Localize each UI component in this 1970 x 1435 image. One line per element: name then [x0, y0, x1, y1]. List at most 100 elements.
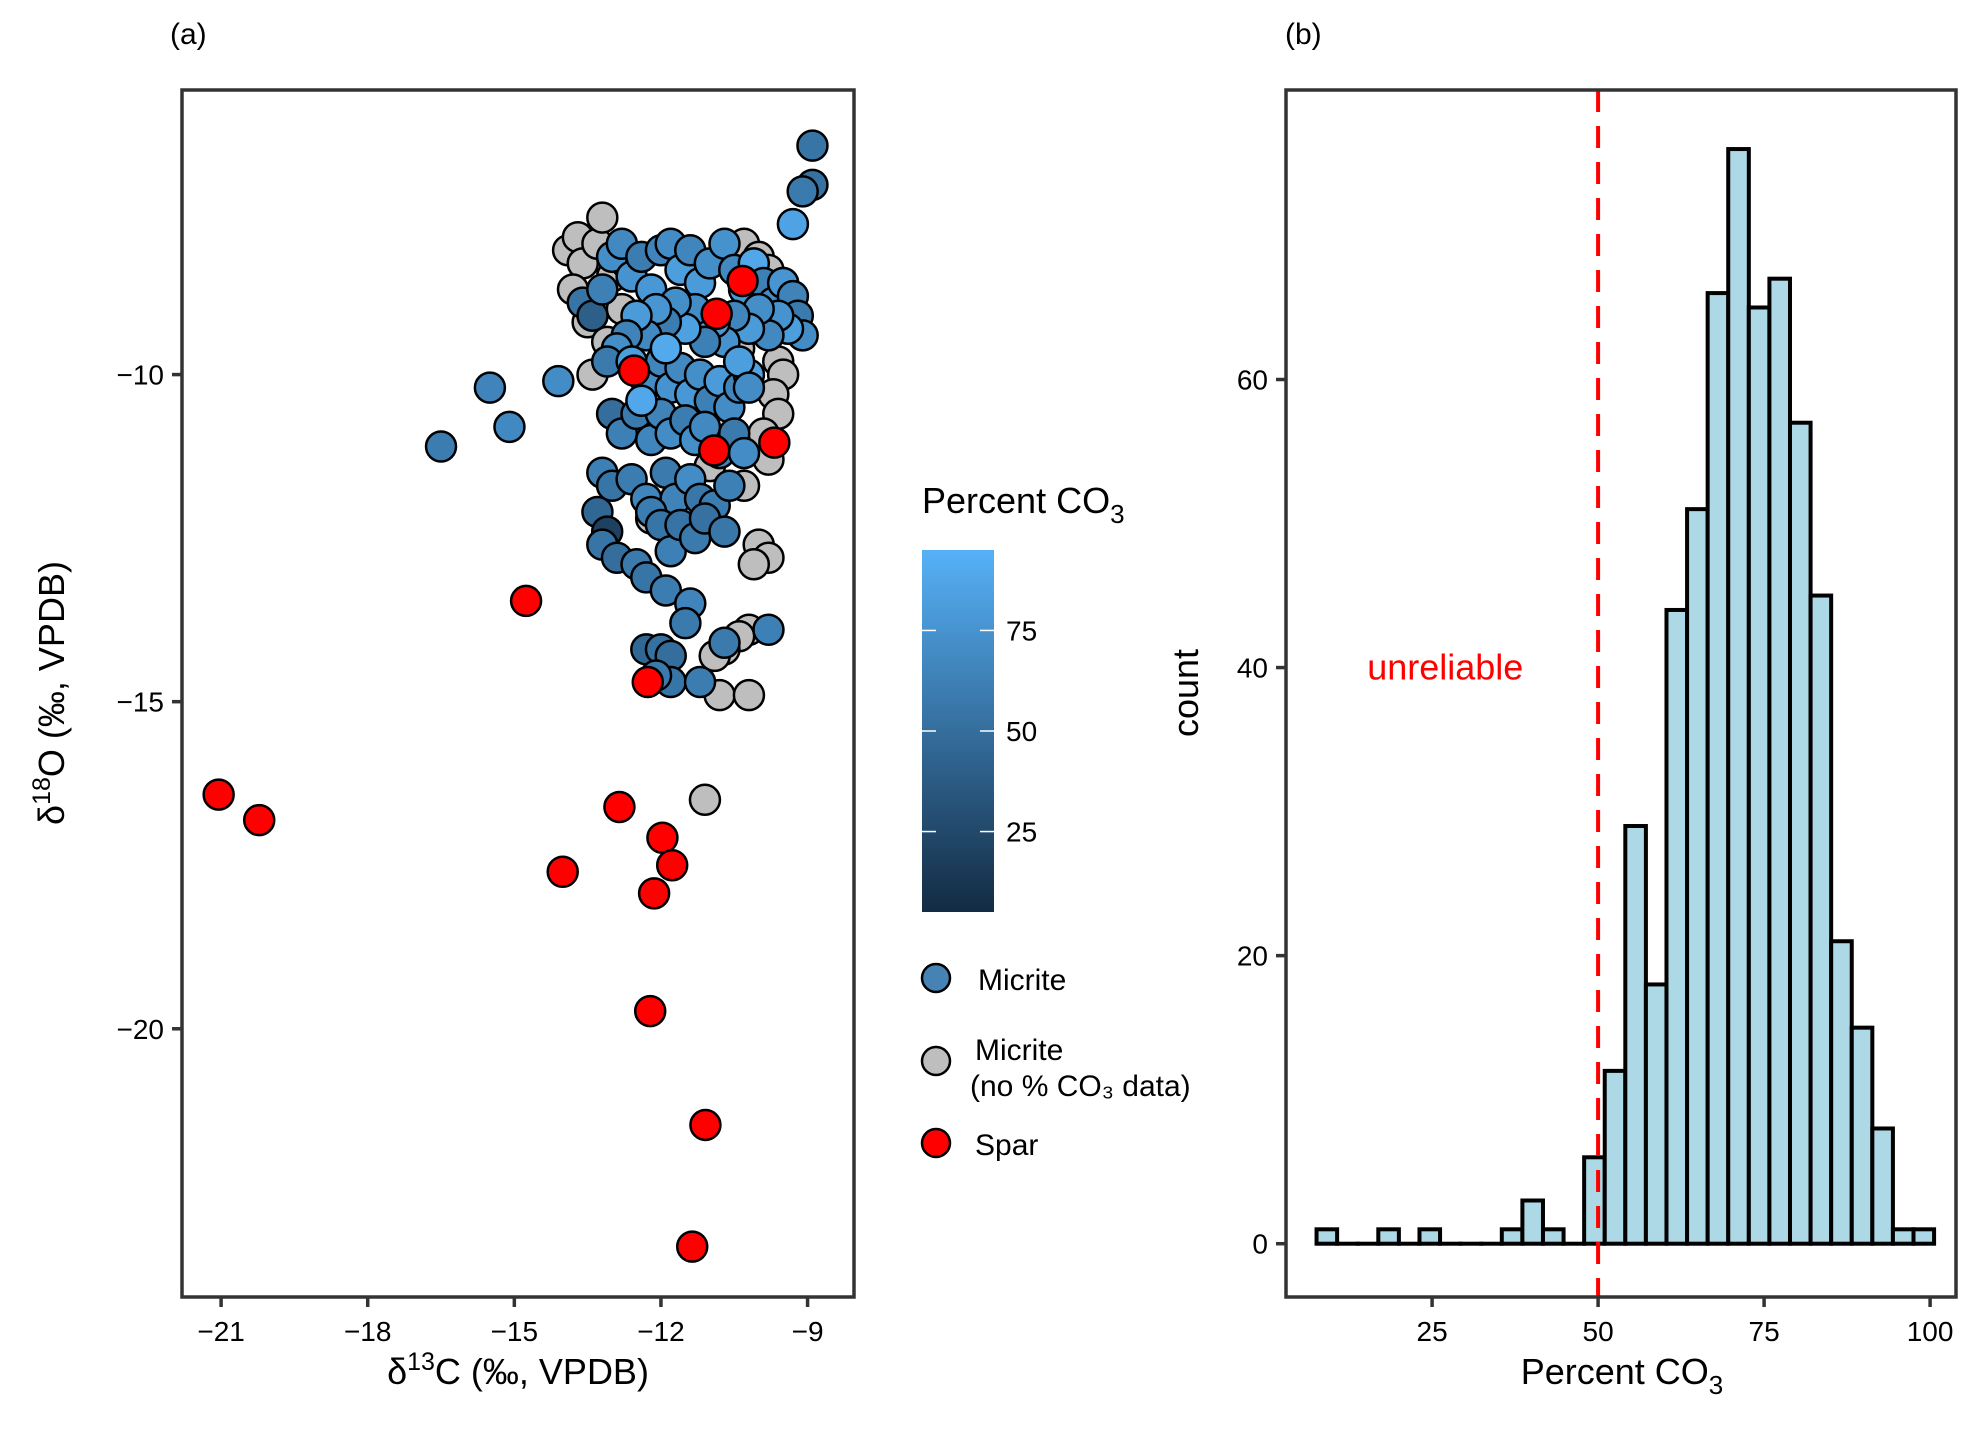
scatter-point-spar [697, 434, 731, 467]
scatter-x-axis: −21 −18 −15 −12 −9 [197, 1297, 824, 1347]
scatter-point-spar [637, 877, 671, 910]
scatter-point-micrite [669, 606, 702, 640]
scatter-point-spar [631, 665, 665, 699]
histogram-x-axis-title: Percent CO3 [1521, 1351, 1724, 1400]
scatter-point-micrite-no-co3-data [737, 548, 771, 581]
scatter-point-spar [689, 1108, 722, 1142]
histogram-bar [1499, 1227, 1525, 1246]
scatter-point-micrite [708, 626, 741, 660]
histogram-bar [1685, 507, 1710, 1246]
histogram-bar [1808, 593, 1834, 1246]
scatter-plot-frame [180, 88, 856, 1299]
x-tick-label: −12 [637, 1316, 685, 1347]
histogram-bar [1705, 291, 1731, 1246]
x-tick-label: 75 [1749, 1316, 1780, 1347]
histogram-bars [1314, 147, 1937, 1246]
histogram-bar [1767, 276, 1792, 1246]
histogram-bar [1726, 147, 1751, 1246]
scatter-point-micrite [473, 371, 507, 404]
histogram-y-axis: 0 20 40 60 [1237, 365, 1286, 1260]
scatter-point-micrite-no-co3-data [688, 783, 722, 817]
scatter-point-micrite [683, 665, 717, 699]
scatter-point-spar [633, 994, 667, 1028]
y-tick-label: 40 [1237, 653, 1268, 684]
scatter-point-micrite [732, 371, 766, 404]
histogram-panel: (b) unreliable 25 50 75 100 0 20 40 60 Percent… [1165, 18, 1958, 1400]
colorbar-title: Percent CO3 [922, 480, 1125, 529]
histogram-bar [1376, 1227, 1401, 1246]
scatter-point-micrite [713, 469, 746, 503]
histogram-bar [1602, 1068, 1628, 1246]
histogram-bar [1849, 1025, 1875, 1246]
histogram-bar [1314, 1227, 1340, 1246]
legend-label-micrite-no-data-line2: (no % CO₃ data) [970, 1070, 1191, 1103]
colorbar-tick-label: 75 [1006, 615, 1037, 646]
scatter-point-micrite [586, 273, 619, 306]
histogram-plot-frame [1284, 88, 1958, 1299]
scatter-point-micrite-no-co3-data [586, 201, 619, 234]
scatter-point-spar [546, 855, 579, 889]
scatter-point-micrite [424, 430, 458, 463]
scatter-point-micrite [542, 364, 575, 398]
scatter-points [202, 129, 829, 1263]
scatter-point-micrite [493, 410, 526, 444]
scatter-point-micrite [752, 613, 785, 646]
x-tick-label: −15 [491, 1316, 539, 1347]
legend-label-micrite: Micrite [978, 964, 1066, 997]
x-tick-label: 25 [1417, 1316, 1448, 1347]
panel-tag-a: (a) [170, 18, 207, 51]
scatter-x-axis-title: δ13C (‰, VPDB) [387, 1348, 649, 1392]
scatter-point-spar [509, 584, 543, 618]
histogram-bar [1890, 1227, 1916, 1246]
scatter-point-spar [726, 264, 759, 298]
scatter-point-micrite [796, 129, 829, 162]
scatter-point-spar [675, 1230, 709, 1263]
scatter-point-spar [242, 803, 276, 837]
histogram-bar [1911, 1227, 1937, 1246]
histogram-bar [1870, 1126, 1895, 1246]
legend-key-spar [920, 1127, 952, 1159]
legend-key-micrite [920, 962, 952, 994]
scatter-point-spar [700, 297, 733, 330]
y-tick-label: 20 [1237, 941, 1268, 972]
x-tick-label: −9 [792, 1316, 824, 1347]
histogram-bar [1417, 1227, 1443, 1246]
colorbar-ticks: 25 50 75 [922, 615, 1037, 848]
colorbar-tick-label: 25 [1006, 817, 1037, 848]
scatter-point-micrite-no-co3-data [732, 678, 766, 712]
histogram-bar [1746, 305, 1772, 1246]
legend-label-micrite-no-data-line1: Micrite [975, 1034, 1063, 1067]
histogram-bar [1643, 982, 1669, 1246]
y-tick-label: −15 [117, 687, 165, 718]
y-tick-label: 0 [1252, 1229, 1268, 1260]
scatter-point-micrite [776, 207, 810, 241]
scatter-y-axis-title: δ18O (‰, VPDB) [28, 561, 72, 825]
histogram-bar [1520, 1198, 1545, 1246]
unreliable-annotation: unreliable [1367, 647, 1523, 688]
histogram-y-axis-title: count [1165, 649, 1206, 737]
scatter-point-spar [202, 778, 235, 811]
scatter-point-micrite [625, 384, 658, 417]
scatter-y-axis: −10 −15 −20 [117, 360, 182, 1045]
x-tick-label: −18 [344, 1316, 392, 1347]
y-tick-label: 60 [1237, 365, 1268, 396]
histogram-bar [1664, 607, 1690, 1246]
scatter-point-micrite [727, 436, 761, 470]
x-tick-label: 50 [1583, 1316, 1614, 1347]
histogram-bar [1623, 824, 1648, 1246]
x-tick-label: −21 [197, 1316, 245, 1347]
legend-key-micrite-no-data [920, 1045, 952, 1077]
histogram-bar [1540, 1227, 1566, 1246]
y-tick-label: −10 [117, 360, 165, 391]
histogram-bar [1829, 939, 1854, 1246]
scatter-point-spar [617, 354, 651, 387]
scatter-point-micrite [649, 332, 683, 365]
scatter-point-micrite [786, 175, 819, 208]
legend-item-micrite: Micrite [920, 962, 1066, 997]
panel-tag-b: (b) [1285, 18, 1322, 51]
scatter-point-micrite [708, 515, 741, 548]
histogram-bar [1582, 1155, 1607, 1246]
scatter-point-spar [655, 848, 689, 882]
scatter-point-spar [646, 821, 679, 855]
